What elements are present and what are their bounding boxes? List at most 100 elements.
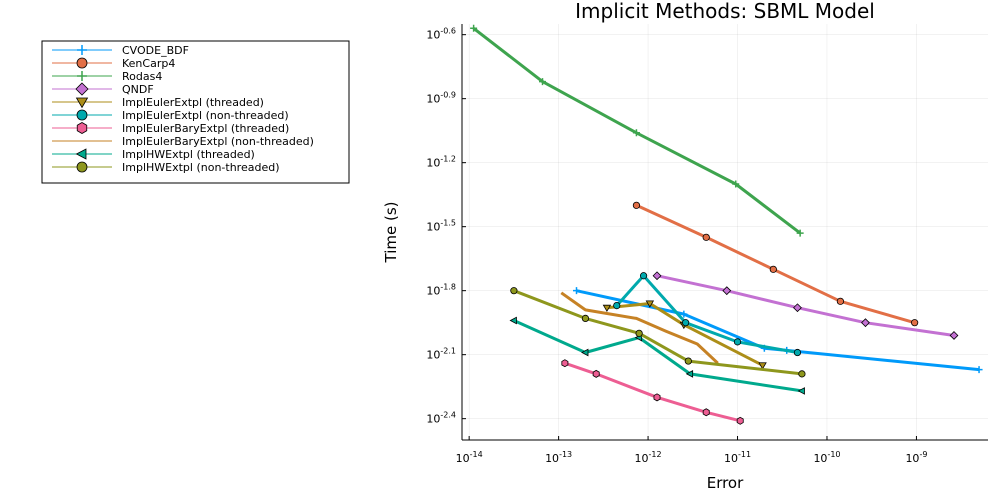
- data-point: [470, 24, 478, 32]
- y-tick-label: 10-1.2: [426, 155, 456, 170]
- y-axis-label: Time (s): [382, 202, 400, 264]
- legend-label: ImplEulerExtpl (threaded): [122, 96, 264, 109]
- data-point: [682, 319, 690, 327]
- data-point: [684, 357, 692, 365]
- y-tick-label: 10-0.9: [426, 91, 456, 106]
- legend-entry: ImplHWExtpl (threaded): [52, 148, 255, 161]
- data-point: [685, 370, 694, 378]
- data-point: [539, 78, 547, 86]
- series-1: [632, 201, 919, 327]
- data-point: [75, 82, 89, 96]
- data-point: [949, 331, 959, 340]
- data-point: [76, 109, 88, 121]
- legend-entry: KenCarp4: [52, 57, 175, 70]
- data-point: [76, 122, 88, 134]
- series-6: [561, 359, 744, 425]
- data-point: [645, 300, 655, 308]
- legend-box: [41, 40, 350, 184]
- grid: [462, 24, 988, 440]
- data-point: [653, 393, 661, 402]
- data-point: [975, 366, 983, 374]
- data-point: [77, 71, 87, 81]
- series-line: [635, 203, 916, 325]
- data-point: [732, 180, 740, 188]
- ticks: 10-14 10-13 10-12 10-11 10-10 10-9 10-0.6 10-0.…: [426, 27, 927, 465]
- series-layer: [470, 24, 983, 425]
- chart-title: Implicit Methods: SBML Model: [575, 0, 875, 23]
- y-tick-label: 10-1.8: [426, 283, 456, 298]
- legend: CVODE_BDFKenCarp4Rodas4QNDFImplEulerExtp…: [41, 40, 350, 184]
- data-point: [509, 316, 517, 325]
- data-point: [793, 348, 802, 357]
- x-tick-label: 10-11: [724, 450, 751, 465]
- legend-entry: QNDF: [52, 82, 154, 96]
- series-line: [513, 319, 803, 393]
- legend-label: CVODE_BDF: [122, 44, 189, 57]
- series-line: [606, 302, 764, 367]
- data-point: [758, 362, 767, 370]
- series-line: [564, 361, 741, 423]
- data-point: [797, 387, 805, 395]
- x-tick-label: 10-14: [456, 450, 483, 465]
- data-point: [581, 314, 590, 322]
- axes: [461, 24, 988, 441]
- legend-entry: Rodas4: [52, 70, 162, 83]
- data-point: [733, 338, 742, 346]
- data-point: [652, 271, 662, 281]
- y-tick-label: 10-0.6: [426, 27, 456, 42]
- data-point: [76, 161, 88, 173]
- data-point: [602, 304, 612, 313]
- data-point: [613, 301, 621, 310]
- data-point: [702, 233, 710, 241]
- data-point: [702, 408, 710, 417]
- data-point: [639, 272, 648, 280]
- x-tick-label: 10-10: [813, 450, 840, 465]
- legend-entry: ImplEulerExtpl (non-threaded): [52, 109, 289, 122]
- legend-label: ImplEulerBaryExtpl (threaded): [122, 122, 289, 135]
- data-point: [561, 359, 569, 368]
- data-point: [573, 287, 581, 295]
- data-point: [510, 287, 518, 295]
- data-point: [793, 303, 802, 313]
- legend-entry: ImplEulerBaryExtpl (threaded): [52, 122, 289, 135]
- series-line: [513, 289, 803, 376]
- data-point: [911, 319, 919, 327]
- series-5: [613, 272, 802, 357]
- legend-label: KenCarp4: [122, 57, 175, 70]
- legend-label: Rodas4: [122, 70, 162, 83]
- data-point: [581, 348, 589, 357]
- data-point: [635, 329, 643, 337]
- data-point: [75, 97, 89, 109]
- legend-label: QNDF: [122, 83, 154, 96]
- data-point: [769, 265, 777, 273]
- x-tick-label: 10-13: [545, 450, 572, 465]
- series-3: [652, 271, 959, 340]
- series-9: [510, 287, 806, 378]
- legend-label: ImplEulerExtpl (non-threaded): [122, 109, 289, 122]
- data-point: [77, 45, 87, 55]
- data-point: [736, 416, 744, 425]
- data-point: [680, 310, 688, 318]
- y-tick-label: 10-2.1: [426, 347, 456, 362]
- legend-entry: CVODE_BDF: [52, 44, 189, 57]
- legend-entry: ImplEulerExtpl (threaded): [52, 96, 264, 109]
- series-line: [560, 291, 719, 365]
- data-point: [76, 57, 88, 69]
- data-point: [592, 369, 600, 378]
- x-axis-label: Error: [707, 474, 744, 492]
- data-point: [861, 318, 870, 328]
- y-tick-label: 10-2.4: [426, 411, 456, 426]
- x-tick-label: 10-12: [635, 450, 662, 465]
- x-tick-label: 10-9: [905, 450, 927, 465]
- data-point: [632, 129, 640, 137]
- legend-entry: ImplEulerBaryExtpl (non-threaded): [52, 135, 314, 148]
- y-tick-label: 10-1.5: [426, 219, 456, 234]
- data-point: [722, 286, 732, 296]
- data-point: [796, 229, 804, 237]
- data-point: [632, 201, 641, 209]
- data-point: [798, 370, 806, 378]
- legend-label: ImplHWExtpl (non-threaded): [122, 161, 280, 174]
- data-point: [75, 148, 87, 160]
- legend-entry: ImplHWExtpl (non-threaded): [52, 161, 280, 174]
